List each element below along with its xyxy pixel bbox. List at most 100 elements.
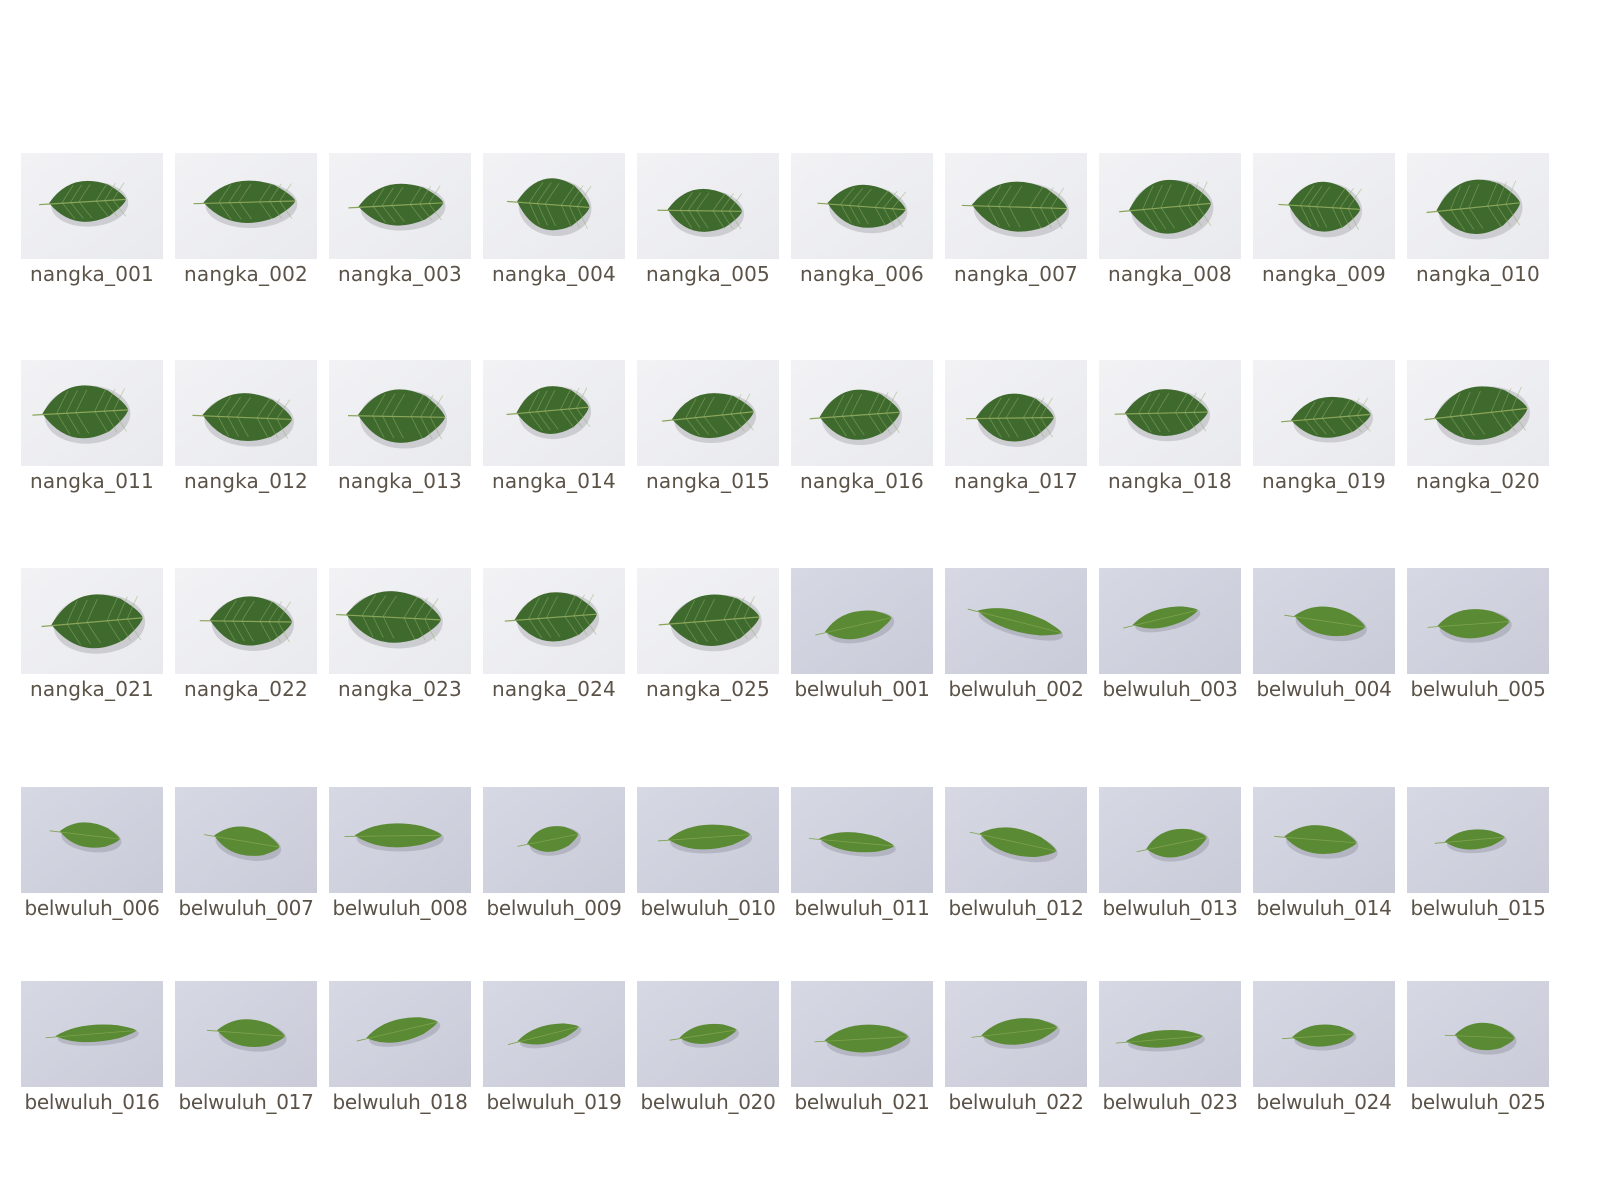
leaf-photo-graphic <box>1407 568 1549 674</box>
image-label: nangka_013 <box>338 469 462 493</box>
leaf-photo <box>175 568 317 674</box>
gallery-item: nangka_017 <box>938 360 1094 494</box>
leaf-photo <box>945 981 1087 1087</box>
leaf-shape <box>1444 1022 1517 1055</box>
gallery-item: belwuluh_007 <box>168 787 324 921</box>
leaf-photo <box>329 568 471 674</box>
image-label: belwuluh_007 <box>178 896 314 920</box>
gallery-item: nangka_009 <box>1246 153 1402 287</box>
leaf-photo-graphic <box>175 568 317 674</box>
leaf-photo-graphic <box>1253 568 1395 674</box>
leaf-shape <box>814 1024 911 1057</box>
leaf-photo <box>791 360 933 466</box>
gallery-item: belwuluh_025 <box>1400 981 1556 1115</box>
image-label: nangka_006 <box>800 262 924 286</box>
image-label: nangka_023 <box>338 677 462 701</box>
gallery-item: belwuluh_022 <box>938 981 1094 1115</box>
image-label: belwuluh_005 <box>1410 677 1546 701</box>
leaf-shape <box>517 826 581 856</box>
gallery-item: belwuluh_003 <box>1092 568 1248 702</box>
image-label: belwuluh_013 <box>1102 896 1238 920</box>
image-label: belwuluh_017 <box>178 1090 314 1114</box>
leaf-photo-graphic <box>945 360 1087 466</box>
gallery-item: nangka_024 <box>476 568 632 702</box>
leaf-shape <box>1278 181 1363 238</box>
gallery-item: belwuluh_008 <box>322 787 478 921</box>
leaf-shape <box>49 822 122 853</box>
gallery-item: belwuluh_023 <box>1092 981 1248 1115</box>
gallery-item: nangka_002 <box>168 153 324 287</box>
leaf-photo-graphic <box>483 981 625 1087</box>
image-label: nangka_025 <box>646 677 770 701</box>
leaf-photo <box>637 568 779 674</box>
gallery-item: belwuluh_004 <box>1246 568 1402 702</box>
leaf-photo-graphic <box>1253 981 1395 1087</box>
gallery-item: nangka_006 <box>784 153 940 287</box>
leaf-photo <box>21 787 163 893</box>
image-label: nangka_021 <box>30 677 154 701</box>
leaf-photo-graphic <box>21 981 163 1087</box>
leaf-photo-graphic <box>21 360 163 466</box>
leaf-shape <box>658 594 762 652</box>
leaf-photo-graphic <box>945 153 1087 259</box>
leaf-shape <box>817 184 908 234</box>
leaf-shape <box>506 178 592 237</box>
image-label: nangka_003 <box>338 262 462 286</box>
gallery-item: nangka_015 <box>630 360 786 494</box>
leaf-photo-graphic <box>1253 153 1395 259</box>
image-label: belwuluh_019 <box>486 1090 622 1114</box>
leaf-photo <box>791 787 933 893</box>
leaf-photo <box>21 360 163 466</box>
image-label: belwuluh_015 <box>1410 896 1546 920</box>
gallery-item: nangka_013 <box>322 360 478 494</box>
gallery-item: nangka_005 <box>630 153 786 287</box>
leaf-photo <box>483 153 625 259</box>
leaf-photo-graphic <box>175 787 317 893</box>
leaf-photo-graphic <box>1253 360 1395 466</box>
leaf-photo-graphic <box>637 568 779 674</box>
image-label: nangka_018 <box>1108 469 1232 493</box>
image-label: belwuluh_004 <box>1256 677 1392 701</box>
gallery-item: nangka_012 <box>168 360 324 494</box>
image-label: nangka_005 <box>646 262 770 286</box>
gallery-item: belwuluh_016 <box>14 981 170 1115</box>
leaf-photo <box>483 568 625 674</box>
image-label: nangka_020 <box>1416 469 1540 493</box>
leaf-photo <box>21 568 163 674</box>
leaf-shape <box>504 592 600 647</box>
image-label: belwuluh_009 <box>486 896 622 920</box>
gallery-item: nangka_020 <box>1400 360 1556 494</box>
leaf-photo <box>945 360 1087 466</box>
leaf-photo <box>637 360 779 466</box>
leaf-photo-graphic <box>1099 568 1241 674</box>
leaf-shape <box>344 823 444 852</box>
leaf-photo-graphic <box>1407 153 1549 259</box>
image-label: belwuluh_023 <box>1102 1090 1238 1114</box>
image-label: nangka_022 <box>184 677 308 701</box>
gallery-item: nangka_001 <box>14 153 170 287</box>
image-label: belwuluh_021 <box>794 1090 930 1114</box>
leaf-shape <box>965 393 1056 447</box>
leaf-photo-graphic <box>1407 360 1549 466</box>
leaf-shape <box>657 188 745 238</box>
leaf-photo <box>1099 153 1241 259</box>
leaf-photo-graphic <box>483 787 625 893</box>
leaf-shape <box>815 610 895 644</box>
image-label: nangka_024 <box>492 677 616 701</box>
leaf-photo-graphic <box>483 360 625 466</box>
leaf-shape <box>662 393 757 444</box>
image-label: belwuluh_018 <box>332 1090 468 1114</box>
image-label: belwuluh_025 <box>1410 1090 1546 1114</box>
leaf-photo-graphic <box>791 981 933 1087</box>
image-label: belwuluh_014 <box>1256 896 1392 920</box>
leaf-photo-graphic <box>1099 153 1241 259</box>
gallery-item: belwuluh_015 <box>1400 787 1556 921</box>
leaf-shape <box>967 608 1064 641</box>
leaf-shape <box>1115 1029 1205 1052</box>
leaf-shape <box>356 1017 441 1047</box>
leaf-photo-graphic <box>637 787 779 893</box>
leaf-photo-graphic <box>1253 787 1395 893</box>
leaf-photo <box>1407 787 1549 893</box>
leaf-shape <box>32 385 131 444</box>
